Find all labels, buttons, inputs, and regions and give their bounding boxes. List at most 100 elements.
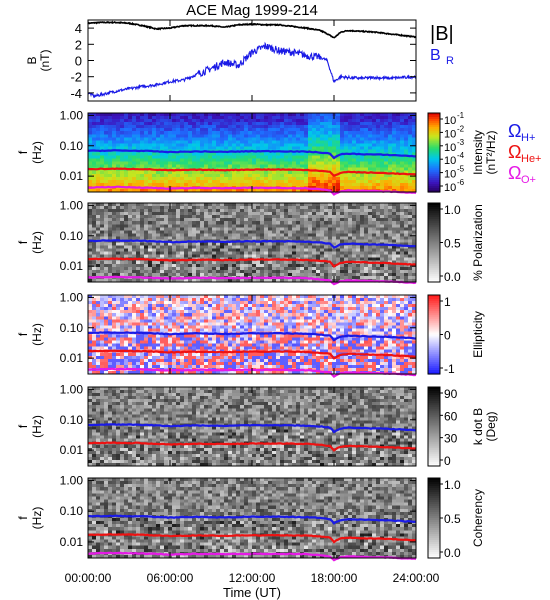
polarization-cell — [88, 221, 93, 225]
polarization-cell — [260, 233, 265, 238]
intensity-cell — [196, 173, 201, 178]
polarization-cell — [340, 236, 345, 241]
ellipticity-cell — [88, 319, 93, 323]
polarization-cell — [332, 248, 337, 253]
ellipticity-cell — [104, 370, 109, 375]
polarization-cell — [116, 269, 121, 274]
intensity-cell — [160, 122, 165, 126]
intensity-cell — [288, 137, 293, 141]
polarization-cell — [392, 245, 397, 250]
intensity-cell — [176, 161, 181, 166]
polarization-cell — [172, 263, 177, 268]
intensity-cell — [332, 182, 337, 187]
intensity-cell — [204, 188, 209, 193]
intensity-cell — [184, 122, 189, 126]
intensity-cell — [196, 119, 201, 123]
intensity-cell — [204, 176, 209, 181]
intensity-cell — [264, 164, 269, 169]
polarization-cell — [408, 275, 413, 280]
intensity-cell — [244, 161, 249, 166]
polarization-cell — [396, 269, 401, 274]
intensity-cell — [100, 182, 105, 187]
intensity-cell — [340, 125, 345, 129]
ellipticity-cell — [148, 340, 153, 345]
polarization-cell — [320, 266, 325, 271]
polarization-cell — [136, 221, 141, 225]
intensity-cell — [308, 173, 313, 178]
intensity-cell — [156, 152, 161, 157]
ellipticity-cell — [164, 355, 169, 360]
intensity-colorbar-step — [428, 116, 440, 120]
polarization-cell — [240, 203, 245, 207]
polarization-cell — [324, 233, 329, 238]
polarization-cell — [132, 218, 137, 222]
intensity-cell — [172, 173, 177, 178]
polarization-cell — [264, 272, 269, 277]
polarization-cell — [104, 266, 109, 271]
ellipticity-cell — [132, 295, 137, 299]
polarization-cell — [328, 215, 333, 219]
polarization-cell — [324, 221, 329, 225]
intensity-cell — [396, 146, 401, 151]
intensity-cell — [164, 176, 169, 181]
intensity-cell — [144, 173, 149, 178]
polarization-cell — [112, 254, 117, 259]
intensity-cell — [336, 179, 341, 184]
intensity-cell — [328, 173, 333, 178]
polarization-cell — [248, 209, 253, 213]
ellipticity-cell — [132, 313, 137, 317]
ellipticity-cell — [144, 337, 149, 342]
intensity-cell — [228, 143, 233, 148]
intensity-colorbar-step — [428, 164, 440, 167]
intensity-cell — [412, 179, 417, 184]
intensity-cell — [164, 164, 169, 169]
intensity-cell — [400, 173, 405, 178]
intensity-cell — [336, 122, 341, 126]
intensity-cell — [112, 122, 117, 126]
polarization-cell — [140, 278, 145, 283]
intensity-cell — [176, 155, 181, 160]
ellipticity-cell — [160, 352, 165, 357]
polarization-cell — [408, 248, 413, 253]
polarization-cell — [156, 206, 161, 210]
intensity-cell — [316, 128, 321, 132]
polarization-cell — [100, 206, 105, 210]
ellipticity-cell — [100, 364, 105, 369]
polarization-cell — [140, 227, 145, 231]
polarization-cell — [140, 206, 145, 210]
intensity-cell — [256, 143, 261, 148]
polarization-cell — [220, 227, 225, 231]
polarization-cell — [288, 230, 293, 234]
intensity-cell — [408, 152, 413, 157]
polarization-cell — [276, 206, 281, 210]
polarization-cell — [160, 272, 165, 277]
intensity-cell — [196, 143, 201, 148]
polarization-cell — [248, 233, 253, 238]
polarization-cell — [376, 272, 381, 277]
polarization-cell — [360, 254, 365, 259]
polarization-cell — [172, 233, 177, 238]
intensity-cell — [412, 128, 417, 132]
polarization-cell — [208, 254, 213, 259]
polarization-cell — [88, 230, 93, 234]
intensity-cell — [120, 158, 125, 163]
polarization-cell — [284, 251, 289, 256]
intensity-cell — [392, 134, 397, 138]
polarization-cell — [308, 254, 313, 259]
polarization-cell — [116, 245, 121, 250]
intensity-cell — [336, 185, 341, 190]
polarization-cell — [316, 206, 321, 210]
polarization-cell — [360, 212, 365, 216]
polarization-cell — [300, 230, 305, 234]
intensity-cell — [96, 188, 101, 193]
polarization-cell — [160, 251, 165, 256]
polarization-cell — [408, 278, 413, 283]
polarization-cell — [364, 245, 369, 250]
polarization-cell — [392, 260, 397, 265]
intensity-cell — [388, 185, 393, 190]
intensity-cell — [284, 179, 289, 184]
ellipticity-cell — [108, 319, 113, 323]
intensity-cell — [204, 116, 209, 120]
intensity-cell — [236, 125, 241, 129]
ellipticity-cell — [144, 328, 149, 333]
